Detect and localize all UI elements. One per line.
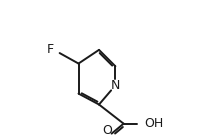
- Text: F: F: [47, 43, 54, 56]
- Text: N: N: [111, 79, 120, 92]
- Text: OH: OH: [144, 117, 163, 130]
- Text: O: O: [102, 124, 112, 137]
